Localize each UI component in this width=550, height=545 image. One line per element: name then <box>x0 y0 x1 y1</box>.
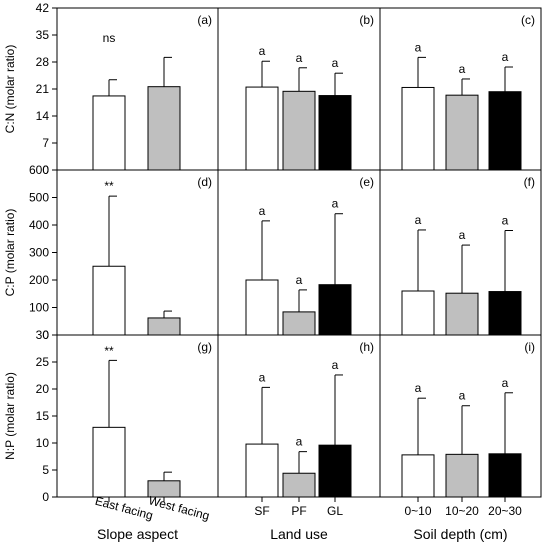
significance-letter: a <box>259 204 266 218</box>
significance-letter: a <box>459 228 466 242</box>
significance-mark: ** <box>104 344 114 358</box>
panel-label: (h) <box>359 340 374 354</box>
bar <box>318 444 352 498</box>
bar <box>318 284 352 336</box>
bar <box>488 91 522 171</box>
x-tick-label: East facing <box>94 494 155 523</box>
panel-label: (b) <box>359 13 374 27</box>
panel-h: a a a (h) <box>245 340 374 498</box>
y-tick-label: 0 <box>42 490 49 504</box>
significance-letter: a <box>502 50 509 64</box>
significance-letter: a <box>259 44 266 58</box>
x-tick-label: GL <box>327 504 343 518</box>
y-tick-label: 500 <box>29 191 49 205</box>
bar <box>445 453 479 498</box>
bar <box>401 290 435 336</box>
x-tick-label: 20~30 <box>488 504 522 518</box>
bar <box>282 90 316 171</box>
significance-letter: a <box>502 376 509 390</box>
bar <box>282 311 316 336</box>
y-tick-label: 14 <box>36 109 50 123</box>
panel-f: a a a (f) <box>401 175 535 336</box>
x-axis-title: Land use <box>270 526 328 542</box>
significance-letter: a <box>332 197 339 211</box>
significance-letter: a <box>332 358 339 372</box>
significance-letter: a <box>415 213 422 227</box>
bar <box>92 426 126 498</box>
panel-i: a a a (i) <box>401 340 535 498</box>
y-tick-label: 5 <box>42 463 49 477</box>
panel-label: (c) <box>521 13 535 27</box>
bar <box>318 95 352 171</box>
y-axis-title: C:P (molar ratio) <box>3 209 17 297</box>
bar <box>92 265 126 336</box>
y-tick-label: 0 <box>42 328 49 342</box>
y-tick-label: 300 <box>29 246 49 260</box>
y-axis-title: N:P (molar ratio) <box>3 372 17 460</box>
bar <box>445 292 479 336</box>
significance-letter: a <box>296 51 303 65</box>
bar <box>92 95 126 171</box>
x-tick-label: West facing <box>147 493 211 523</box>
y-tick-label: 100 <box>29 301 49 315</box>
significance-letter: a <box>296 273 303 287</box>
y-tick-label: 7 <box>42 136 49 150</box>
x-tick-label: SF <box>254 504 269 518</box>
y-tick-label: 400 <box>29 218 49 232</box>
y-tick-label: 28 <box>36 55 50 69</box>
panel-label: (i) <box>524 340 535 354</box>
significance-letter: a <box>259 370 266 384</box>
significance-mark: ** <box>104 179 114 193</box>
y-tick-label: 10 <box>36 436 50 450</box>
y-tick-label: 30 <box>36 328 50 342</box>
y-tick-label: 42 <box>36 1 50 15</box>
x-tick-label: 0~10 <box>404 504 431 518</box>
panel-c: a a a (c) <box>401 13 535 171</box>
significance-mark: ns <box>103 31 116 45</box>
x-tick-label: PF <box>291 504 306 518</box>
y-tick-label: 600 <box>29 163 49 177</box>
y-tick-label: 35 <box>36 28 50 42</box>
bar <box>147 86 181 171</box>
significance-letter: a <box>502 214 509 228</box>
panel-a: ns (a) <box>92 13 212 171</box>
y-tick-label: 200 <box>29 273 49 287</box>
significance-letter: a <box>415 381 422 395</box>
panel-g: ** (g) <box>92 340 212 498</box>
bar <box>488 291 522 336</box>
bar <box>282 472 316 498</box>
y-tick-label: 0 <box>42 163 49 177</box>
y-axis-title: C:N (molar ratio) <box>3 45 17 134</box>
significance-letter: a <box>296 435 303 449</box>
bar <box>245 443 279 498</box>
bar <box>401 86 435 171</box>
significance-letter: a <box>332 56 339 70</box>
x-tick-label: 10~20 <box>445 504 479 518</box>
panel-label: (g) <box>197 340 212 354</box>
panel-label: (e) <box>359 175 374 189</box>
panel-e: a a a (e) <box>245 175 374 336</box>
y-tick-label: 15 <box>36 409 50 423</box>
x-axis-title: Soil depth (cm) <box>413 526 507 542</box>
y-tick-label: 25 <box>36 355 50 369</box>
bar <box>147 317 181 336</box>
bar <box>445 94 479 171</box>
bar <box>488 453 522 498</box>
panel-label: (d) <box>197 175 212 189</box>
significance-letter: a <box>459 389 466 403</box>
y-tick-label: 21 <box>36 82 50 96</box>
panel-label: (f) <box>524 175 535 189</box>
significance-letter: a <box>459 62 466 76</box>
panel-d: ** (d) <box>92 175 212 336</box>
panel-b: a a a (b) <box>245 13 374 171</box>
bar <box>245 86 279 171</box>
significance-letter: a <box>415 40 422 54</box>
y-tick-label: 20 <box>36 382 50 396</box>
panel-label: (a) <box>197 13 212 27</box>
bar <box>401 454 435 498</box>
x-axis-title: Slope aspect <box>97 526 178 542</box>
bar <box>245 279 279 336</box>
